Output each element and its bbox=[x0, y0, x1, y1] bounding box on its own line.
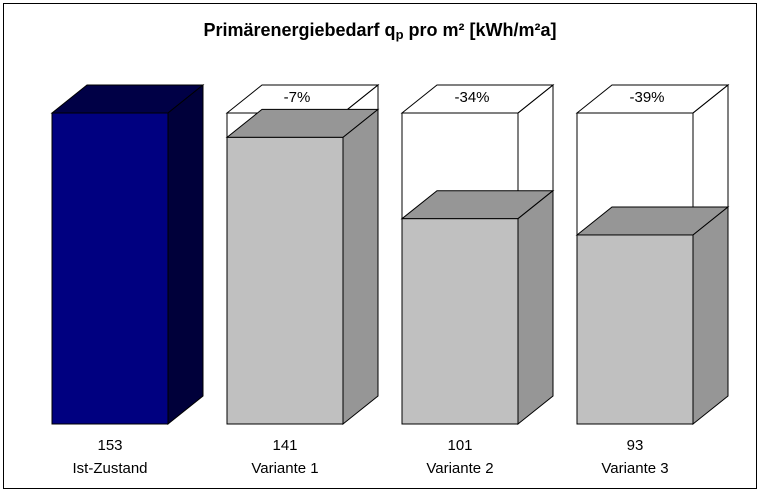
annotation: -34% bbox=[454, 89, 489, 106]
bar bbox=[51, 112, 169, 425]
value-label: 93 bbox=[627, 437, 644, 454]
bar bbox=[576, 234, 694, 425]
value-label: 101 bbox=[447, 437, 472, 454]
chart-title: Primärenergiebedarf qp pro m² [kWh/m²a] bbox=[203, 20, 556, 43]
bar-side bbox=[342, 108, 379, 426]
bar bbox=[401, 218, 519, 425]
bar-side bbox=[692, 205, 729, 426]
x-tick-label: Ist-Zustand bbox=[72, 460, 147, 477]
value-label: 153 bbox=[97, 437, 122, 454]
bar-side bbox=[167, 83, 204, 426]
annotation: -7% bbox=[284, 89, 311, 106]
annotation: -39% bbox=[629, 89, 664, 106]
title-main: Primärenergiebedarf q bbox=[203, 20, 395, 40]
title-rest: pro m² [kWh/m²a] bbox=[404, 20, 557, 40]
x-tick-label: Variante 3 bbox=[601, 460, 668, 477]
value-label: 141 bbox=[272, 437, 297, 454]
x-tick-label: Variante 1 bbox=[251, 460, 318, 477]
bar bbox=[226, 136, 344, 425]
x-tick-label: Variante 2 bbox=[426, 460, 493, 477]
bar-side bbox=[517, 189, 554, 426]
title-subscript: p bbox=[396, 27, 404, 42]
